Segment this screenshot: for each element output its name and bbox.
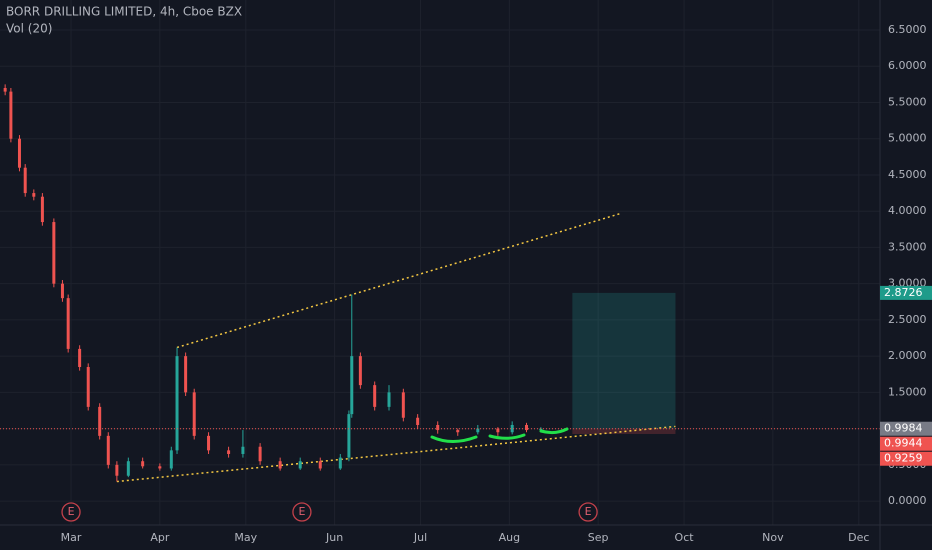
earnings-marker (578, 502, 598, 522)
x-tick-label: Jul (413, 531, 427, 544)
earnings-label: E (298, 505, 305, 518)
chart-title: BORR DRILLING LIMITED, 4h, Cboe BZX (6, 5, 242, 19)
candle-body (184, 356, 188, 393)
candle-body (539, 428, 543, 431)
y-tick-label: 5.0000 (888, 132, 927, 145)
candle-body (98, 406, 102, 436)
candle-body (401, 392, 405, 418)
candle-body (3, 87, 7, 92)
candle-body (106, 435, 110, 465)
earnings-label: E (585, 505, 592, 518)
price-label: 2.8726 (884, 286, 923, 299)
candle-body (158, 466, 162, 469)
candle-body (32, 193, 36, 197)
candle-body (456, 430, 460, 433)
y-tick-label: 6.0000 (888, 59, 927, 72)
candle-body (78, 348, 82, 368)
candle-body (169, 450, 173, 469)
x-tick-label: Aug (499, 531, 520, 544)
candle-body (416, 417, 420, 425)
candle-body (496, 428, 500, 433)
candle-body (192, 392, 196, 436)
y-tick-label: 4.0000 (888, 204, 927, 217)
earnings-marker (292, 502, 312, 522)
candle-body (358, 356, 362, 386)
candle-body (525, 424, 529, 431)
x-tick-label: Mar (61, 531, 82, 544)
candle-body (373, 385, 377, 407)
candle-body (318, 461, 322, 469)
candle-body (278, 461, 282, 469)
candle-body (241, 446, 245, 454)
y-tick-label: 6.5000 (888, 23, 927, 36)
earnings-label: E (68, 505, 75, 518)
annotation-arc (488, 433, 526, 440)
candle-body (510, 424, 514, 433)
x-tick-label: Jun (325, 531, 343, 544)
candle-body (258, 446, 262, 462)
candle-body (52, 222, 56, 284)
candle-body (436, 424, 440, 431)
candle-body (350, 356, 354, 415)
loss-zone (572, 428, 676, 434)
price-label-box (880, 285, 932, 300)
y-tick-label: 4.5000 (888, 168, 927, 181)
candle-body (338, 457, 342, 469)
candle-body (40, 196, 44, 223)
candle-body (141, 461, 145, 467)
y-tick-label: 1.5000 (888, 385, 927, 398)
price-label: 0.9944 (884, 437, 923, 450)
candle-body (207, 435, 211, 451)
indicator-label: Vol (20) (6, 22, 52, 36)
candle-body (23, 167, 27, 194)
candle-body (60, 283, 64, 299)
candle-body (9, 91, 13, 139)
y-tick-label: 3.5000 (888, 240, 927, 253)
x-tick-label: May (234, 531, 257, 544)
y-tick-label: 0.0000 (888, 494, 927, 507)
candle-body (476, 428, 480, 433)
grid (0, 0, 880, 525)
profit-zone (572, 292, 676, 429)
trendline (116, 425, 676, 483)
price-label-box (880, 421, 932, 436)
candle-body (17, 138, 21, 168)
y-tick-label: 5.5000 (888, 95, 927, 108)
annotation-arc (539, 427, 569, 435)
price-label: 0.9984 (884, 422, 923, 435)
candle-body (298, 461, 302, 469)
price-label-box (880, 436, 932, 451)
annotation-arc (430, 435, 478, 443)
candle-body (126, 461, 130, 476)
candle-body (175, 356, 179, 451)
earnings-marker (61, 502, 81, 522)
axes: 0.00000.50001.00001.50002.00002.50003.00… (61, 23, 932, 544)
price-label: 0.9259 (884, 452, 923, 465)
candle-body (66, 298, 70, 349)
candle-body (115, 464, 119, 476)
y-tick-label: 2.0000 (888, 349, 927, 362)
price-label-box (880, 451, 932, 466)
x-tick-label: Nov (762, 531, 784, 544)
candle-body (227, 450, 231, 454)
candle-body (347, 414, 351, 458)
x-tick-label: Apr (150, 531, 170, 544)
candle-body (387, 392, 391, 407)
x-tick-label: Dec (848, 531, 869, 544)
y-tick-label: 2.5000 (888, 313, 927, 326)
candle-body (86, 367, 90, 407)
x-tick-label: Sep (588, 531, 609, 544)
trendline (176, 212, 622, 349)
x-tick-label: Oct (675, 531, 695, 544)
